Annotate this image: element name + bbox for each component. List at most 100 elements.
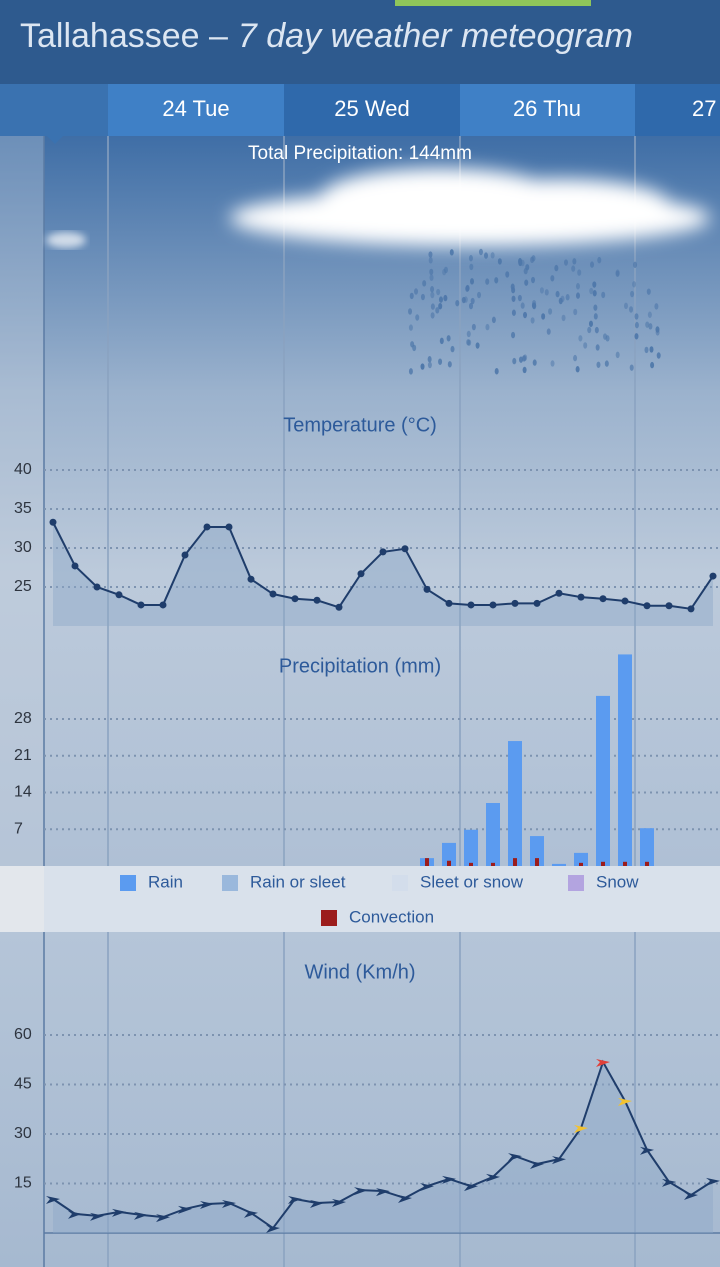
point bbox=[93, 583, 101, 591]
rain-drop bbox=[446, 335, 451, 342]
rain-drop bbox=[645, 321, 650, 328]
legend-label: Rain or sleet bbox=[250, 872, 346, 891]
rain-drop bbox=[532, 302, 537, 310]
day-tab[interactable] bbox=[635, 84, 720, 136]
point bbox=[665, 602, 673, 610]
wind-arrow bbox=[596, 1059, 610, 1068]
wind-arrow bbox=[464, 1183, 478, 1192]
rain-drop bbox=[443, 294, 448, 302]
rain-drop bbox=[447, 361, 452, 368]
rain-drop bbox=[530, 256, 535, 264]
rain-drop bbox=[654, 303, 659, 310]
day-label[interactable]: 24 Tue bbox=[162, 96, 229, 121]
legend-label: Convection bbox=[349, 907, 434, 926]
header-accent bbox=[395, 0, 591, 6]
rain-drop bbox=[596, 361, 601, 368]
y-tick-label: 35 bbox=[14, 500, 32, 517]
rain-drop bbox=[438, 358, 443, 365]
rain-drop bbox=[468, 302, 473, 310]
point bbox=[269, 590, 277, 598]
point bbox=[357, 570, 365, 578]
rain-drop bbox=[523, 267, 528, 275]
rain-drop bbox=[656, 352, 661, 359]
wind-arrow bbox=[134, 1211, 148, 1220]
rain-drop bbox=[539, 287, 544, 294]
legend-label: Rain bbox=[148, 872, 183, 891]
rain-drop bbox=[575, 366, 580, 373]
rain-drop bbox=[615, 351, 620, 359]
rain-drop bbox=[465, 285, 470, 292]
day-tab[interactable] bbox=[460, 84, 635, 136]
point bbox=[203, 523, 211, 531]
rain-drop bbox=[588, 320, 593, 327]
rain-drop bbox=[455, 299, 460, 307]
rain-drop bbox=[475, 342, 480, 349]
rain-drop bbox=[484, 252, 489, 259]
legend-swatch bbox=[568, 875, 584, 891]
rain-drop bbox=[412, 344, 417, 352]
rain-drop bbox=[430, 286, 435, 293]
rain-drop bbox=[595, 344, 600, 351]
rain-drop bbox=[633, 261, 638, 268]
rain-drop bbox=[408, 308, 413, 315]
chart-title: Wind (Km/h) bbox=[304, 961, 415, 983]
chart-title: Temperature (°C) bbox=[283, 414, 437, 436]
bar bbox=[464, 829, 478, 866]
rain-drop bbox=[603, 333, 608, 340]
rain-drop bbox=[578, 335, 583, 342]
rain-drop bbox=[593, 304, 598, 311]
bar bbox=[574, 852, 588, 866]
rain-drop bbox=[511, 286, 516, 294]
rain-drop bbox=[644, 346, 649, 354]
rain-drop bbox=[647, 311, 652, 318]
wind-arrow bbox=[552, 1156, 566, 1165]
rain-drop bbox=[577, 269, 582, 276]
wind-arrow bbox=[442, 1175, 456, 1184]
rain-drops bbox=[408, 248, 661, 375]
point bbox=[379, 548, 387, 556]
bar bbox=[596, 695, 610, 866]
wind-arrow bbox=[266, 1225, 280, 1234]
rain-drop bbox=[531, 276, 536, 284]
cloud bbox=[230, 168, 710, 246]
rain-drop bbox=[522, 366, 527, 374]
bar bbox=[579, 862, 583, 866]
rain-drop bbox=[427, 361, 432, 369]
rain-drop bbox=[438, 302, 443, 310]
rain-drop bbox=[546, 328, 551, 335]
bar bbox=[618, 654, 632, 866]
y-tick-label: 7 bbox=[14, 820, 23, 837]
rain-drop bbox=[477, 291, 482, 299]
rain-drop bbox=[648, 323, 653, 330]
y-tick-label: 25 bbox=[14, 578, 32, 595]
wind-arrow bbox=[178, 1205, 192, 1214]
wind-arrow bbox=[508, 1153, 522, 1162]
day-label[interactable]: 26 Thu bbox=[513, 96, 581, 121]
rain-drop bbox=[573, 354, 578, 362]
day-label[interactable]: 25 Wed bbox=[334, 96, 409, 121]
rain-drop bbox=[415, 314, 420, 321]
day-tab[interactable] bbox=[108, 84, 284, 136]
point bbox=[247, 575, 255, 583]
y-tick-label: 21 bbox=[14, 747, 32, 764]
rain-drop bbox=[530, 317, 535, 324]
rain-drop bbox=[583, 342, 588, 349]
wind-arrow bbox=[420, 1183, 434, 1192]
line-area bbox=[53, 522, 713, 626]
bar bbox=[491, 862, 495, 866]
rain-drop bbox=[589, 287, 594, 295]
bar bbox=[508, 741, 522, 866]
point bbox=[577, 593, 585, 601]
day-tab[interactable] bbox=[284, 84, 460, 136]
rain-drop bbox=[429, 268, 434, 276]
rain-drop bbox=[565, 294, 570, 301]
rain-drop bbox=[615, 270, 620, 277]
bar bbox=[469, 862, 473, 866]
point bbox=[71, 562, 79, 570]
rain-drop bbox=[592, 290, 597, 297]
rain-drop bbox=[439, 337, 444, 345]
legend-label: Snow bbox=[596, 872, 639, 891]
rain-drop bbox=[572, 258, 577, 265]
point bbox=[643, 602, 651, 610]
day-label[interactable]: 27 bbox=[692, 96, 716, 121]
